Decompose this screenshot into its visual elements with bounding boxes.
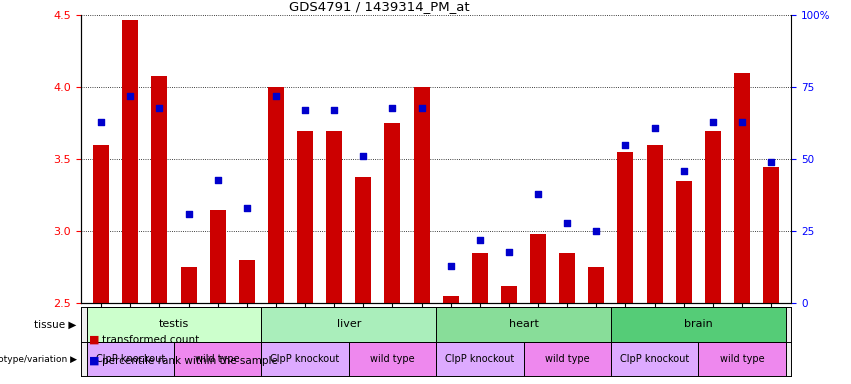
Text: ■: ■ [89,356,100,366]
Bar [297,131,313,303]
Point [386,104,399,111]
Point [619,142,632,148]
Bar [705,131,721,303]
Point [414,104,428,111]
Text: percentile rank within the sample: percentile rank within the sample [102,356,278,366]
Bar [647,145,663,303]
Point [502,248,516,255]
Bar [676,181,692,303]
Point [269,93,283,99]
Point [240,205,254,211]
Point [299,108,312,114]
Bar [123,20,139,303]
Bar [385,123,401,303]
Point [560,220,574,226]
Bar [611,342,698,376]
Bar [261,342,349,376]
Point [444,263,458,269]
Point [648,124,661,131]
Bar [588,267,604,303]
Bar [501,286,517,303]
Text: wild type: wild type [720,354,764,364]
Point [328,108,341,114]
Point [706,119,720,125]
Text: ■: ■ [89,335,100,345]
Bar [414,88,430,303]
Point [182,211,196,217]
Text: ClpP knockout: ClpP knockout [271,354,340,364]
Text: tissue ▶: tissue ▶ [34,319,77,329]
Point [531,191,545,197]
Text: transformed count: transformed count [102,335,199,345]
Text: heart: heart [509,319,539,329]
Point [123,93,137,99]
Bar [443,296,459,303]
Bar [261,307,436,342]
Bar [698,342,785,376]
Bar [349,342,436,376]
Text: liver: liver [337,319,361,329]
Bar [356,177,371,303]
Bar [559,253,575,303]
Text: genotype/variation ▶: genotype/variation ▶ [0,354,77,364]
Text: wild type: wild type [196,354,240,364]
Point [590,228,603,234]
Bar [151,76,168,303]
Bar [436,342,523,376]
Point [677,168,690,174]
Text: brain: brain [684,319,712,329]
Text: wild type: wild type [370,354,414,364]
Bar [523,342,611,376]
Bar [174,342,261,376]
Text: ClpP knockout: ClpP knockout [445,354,515,364]
Bar [209,210,226,303]
Point [473,237,487,243]
Bar [268,88,284,303]
Text: testis: testis [159,319,189,329]
Text: ClpP knockout: ClpP knockout [620,354,689,364]
Point [735,119,749,125]
Bar [94,145,109,303]
Point [357,154,370,160]
Bar [87,307,261,342]
Bar [471,253,488,303]
Bar [87,342,174,376]
Point [764,159,778,166]
Bar [530,234,546,303]
Bar [611,307,785,342]
Bar [326,131,342,303]
Bar [734,73,750,303]
Bar [239,260,254,303]
Point [211,177,225,183]
Point [152,104,166,111]
Title: GDS4791 / 1439314_PM_at: GDS4791 / 1439314_PM_at [289,0,470,13]
Bar [436,307,611,342]
Text: ClpP knockout: ClpP knockout [95,354,165,364]
Text: wild type: wild type [545,354,590,364]
Bar [763,167,779,303]
Bar [618,152,633,303]
Bar [180,267,197,303]
Point [94,119,108,125]
